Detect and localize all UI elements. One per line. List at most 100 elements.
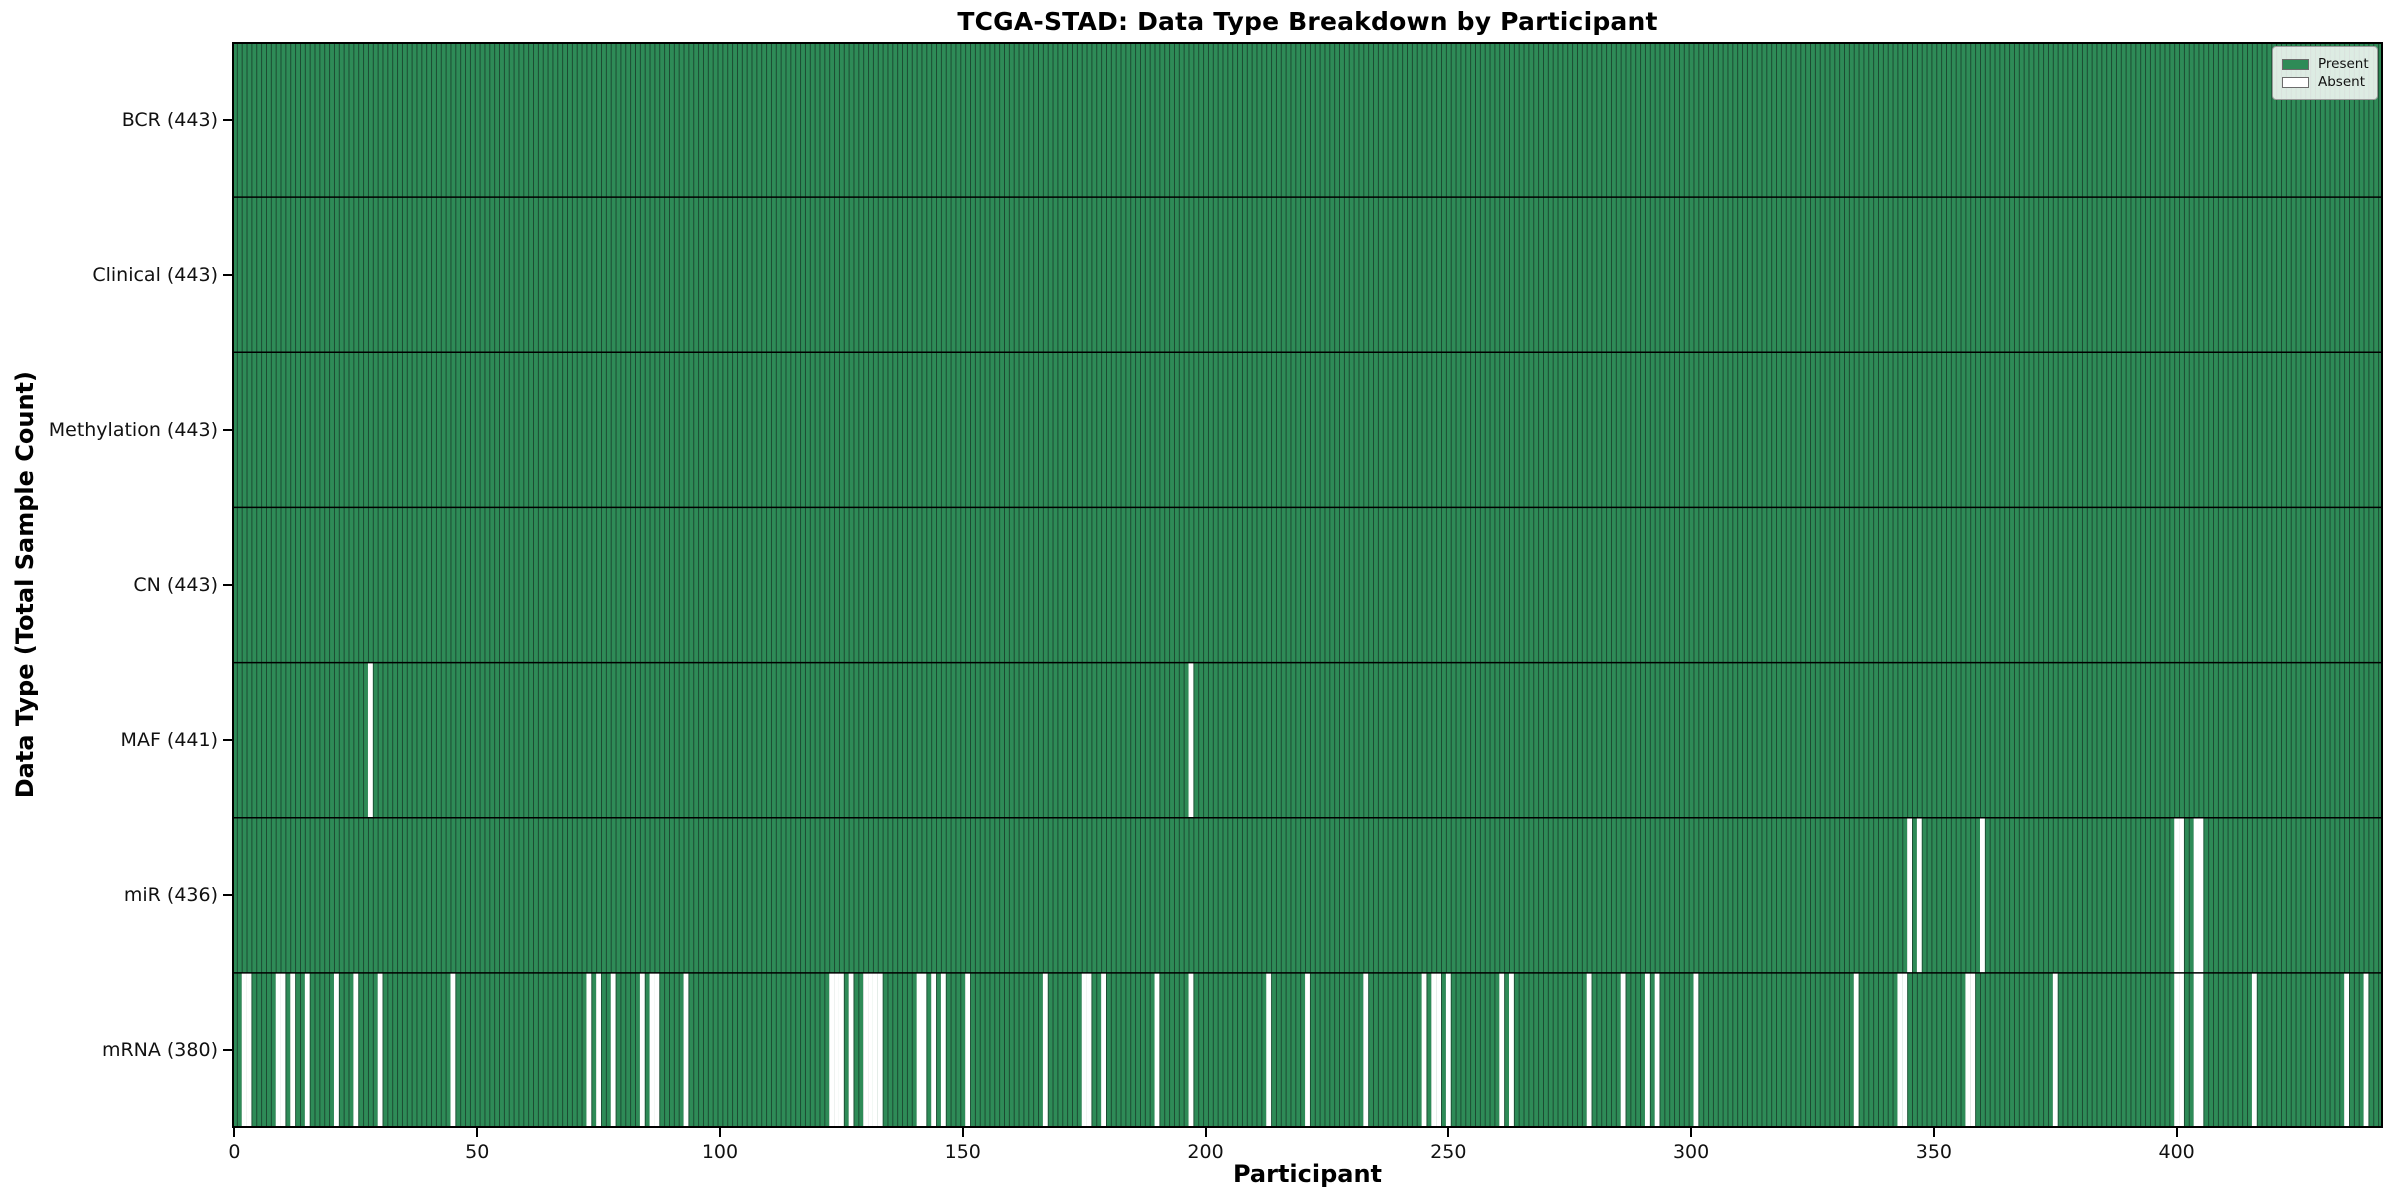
- x-tick-mark: [718, 1128, 721, 1137]
- absent-mark-mRNA-141: [916, 972, 922, 1128]
- absent-mark-miR-404: [2193, 817, 2199, 973]
- x-axis-title: Participant: [1232, 1160, 1383, 1188]
- y-tick-label-MAF: MAF (441): [120, 729, 218, 752]
- x-tick-mark: [233, 1128, 236, 1137]
- absent-mark-mRNA-213: [1266, 972, 1272, 1128]
- absent-mark-mRNA-84: [639, 972, 645, 1128]
- x-tick-label-150: 150: [944, 1141, 981, 1163]
- x-tick-label-200: 200: [1187, 1141, 1224, 1163]
- absent-mark-miR-400: [2174, 817, 2180, 973]
- absent-mark-mRNA-245: [1421, 972, 1427, 1128]
- absent-mark-mRNA-416: [2251, 972, 2257, 1128]
- y-tick-mark: [223, 273, 232, 276]
- legend-item-absent: Absent: [2282, 74, 2368, 90]
- absent-mark-mRNA-286: [1620, 972, 1626, 1128]
- absent-swatch-icon: [2282, 76, 2309, 88]
- absent-mark-mRNA-197: [1188, 972, 1194, 1128]
- y-tick-mark: [223, 584, 232, 586]
- x-tick-label-350: 350: [1915, 1141, 1952, 1163]
- y-tick-label-Clinical: Clinical (443): [92, 263, 218, 286]
- absent-mark-mRNA-144: [931, 972, 937, 1128]
- absent-mark-MAF-28: [367, 662, 373, 818]
- absent-mark-mRNA-439: [2363, 972, 2369, 1128]
- absent-mark-mRNA-25: [353, 972, 359, 1128]
- legend-label-present: Present: [2318, 56, 2369, 72]
- x-tick-mark: [1204, 1128, 1207, 1137]
- absent-mark-mRNA-123: [829, 972, 835, 1128]
- absent-mark-mRNA-401: [2179, 972, 2184, 1128]
- legend: Present Absent: [2272, 46, 2378, 100]
- absent-mark-mRNA-15: [304, 972, 310, 1128]
- absent-mark-mRNA-400: [2174, 972, 2180, 1128]
- plot-border: [232, 42, 2383, 1128]
- absent-mark-mRNA-124: [834, 972, 839, 1128]
- y-tick-mark: [223, 894, 232, 897]
- absent-mark-mRNA-21: [333, 972, 339, 1128]
- absent-mark-mRNA-291: [1644, 972, 1650, 1128]
- x-tick-mark: [1447, 1128, 1450, 1137]
- absent-mark-mRNA-357: [1965, 972, 1971, 1128]
- absent-mark-mRNA-2: [241, 972, 247, 1128]
- absent-mark-mRNA-3: [246, 972, 252, 1128]
- absent-mark-mRNA-250: [1445, 972, 1451, 1128]
- absent-mark-mRNA-343: [1897, 972, 1903, 1128]
- x-tick-label-100: 100: [701, 1141, 739, 1163]
- absent-mark-miR-360: [1979, 817, 1985, 973]
- absent-mark-mRNA-221: [1305, 972, 1310, 1128]
- x-tick-label-250: 250: [1430, 1141, 1467, 1163]
- absent-mark-mRNA-127: [848, 972, 854, 1128]
- legend-label-absent: Absent: [2318, 74, 2365, 90]
- absent-mark-mRNA-405: [2198, 972, 2204, 1128]
- absent-mark-mRNA-9: [275, 972, 281, 1128]
- absent-mark-mRNA-248: [1436, 972, 1442, 1128]
- x-tick-mark: [1932, 1128, 1935, 1137]
- y-tick-label-miR: miR (436): [123, 884, 218, 907]
- absent-mark-mRNA-176: [1086, 972, 1092, 1128]
- y-tick-mark: [223, 1049, 232, 1052]
- x-tick-label-50: 50: [465, 1141, 490, 1163]
- absent-mark-mRNA-73: [586, 972, 592, 1128]
- absent-mark-mRNA-279: [1586, 972, 1592, 1128]
- absent-mark-miR-405: [2198, 817, 2204, 973]
- presence-matrix: [232, 42, 2383, 1128]
- absent-mark-mRNA-247: [1431, 972, 1437, 1128]
- absent-mark-mRNA-93: [683, 972, 689, 1128]
- absent-mark-mRNA-179: [1101, 972, 1106, 1128]
- absent-mark-mRNA-167: [1042, 972, 1048, 1128]
- y-tick-mark: [223, 739, 232, 742]
- absent-mark-mRNA-12: [290, 972, 296, 1128]
- x-tick-label-0: 0: [228, 1141, 241, 1163]
- absent-mark-mRNA-334: [1853, 972, 1859, 1128]
- absent-mark-mRNA-75: [596, 972, 602, 1128]
- x-tick-mark: [1690, 1128, 1693, 1137]
- absent-mark-mRNA-125: [838, 972, 844, 1128]
- x-tick-label-300: 300: [1672, 1141, 1710, 1163]
- y-tick-mark: [223, 118, 232, 121]
- present-swatch-icon: [2282, 58, 2309, 70]
- absent-mark-miR-347: [1916, 817, 1922, 973]
- absent-mark-mRNA-375: [2052, 972, 2058, 1128]
- absent-mark-mRNA-87: [654, 972, 660, 1128]
- absent-mark-mRNA-404: [2193, 972, 2199, 1128]
- y-tick-label-mRNA: mRNA (380): [101, 1039, 218, 1062]
- absent-mark-mRNA-146: [940, 972, 946, 1128]
- y-tick-label-CN: CN (443): [133, 574, 218, 596]
- plot-area: [232, 42, 2383, 1128]
- absent-mark-mRNA-30: [377, 972, 383, 1128]
- x-tick-label-400: 400: [2158, 1141, 2195, 1163]
- absent-mark-mRNA-435: [2344, 972, 2350, 1128]
- absent-mark-mRNA-344: [1902, 972, 1908, 1128]
- absent-mark-mRNA-358: [1970, 972, 1976, 1128]
- absent-mark-miR-401: [2179, 817, 2184, 973]
- absent-mark-mRNA-293: [1654, 972, 1660, 1128]
- y-tick-mark: [223, 428, 232, 431]
- absent-mark-mRNA-233: [1363, 972, 1369, 1128]
- absent-mark-mRNA-175: [1081, 972, 1087, 1128]
- legend-item-present: Present: [2282, 56, 2369, 72]
- y-tick-label-BCR: BCR (443): [121, 108, 218, 131]
- absent-mark-mRNA-151: [965, 972, 971, 1128]
- x-tick-mark: [2175, 1128, 2178, 1137]
- x-tick-mark: [476, 1128, 479, 1137]
- absent-mark-mRNA-132: [872, 972, 878, 1128]
